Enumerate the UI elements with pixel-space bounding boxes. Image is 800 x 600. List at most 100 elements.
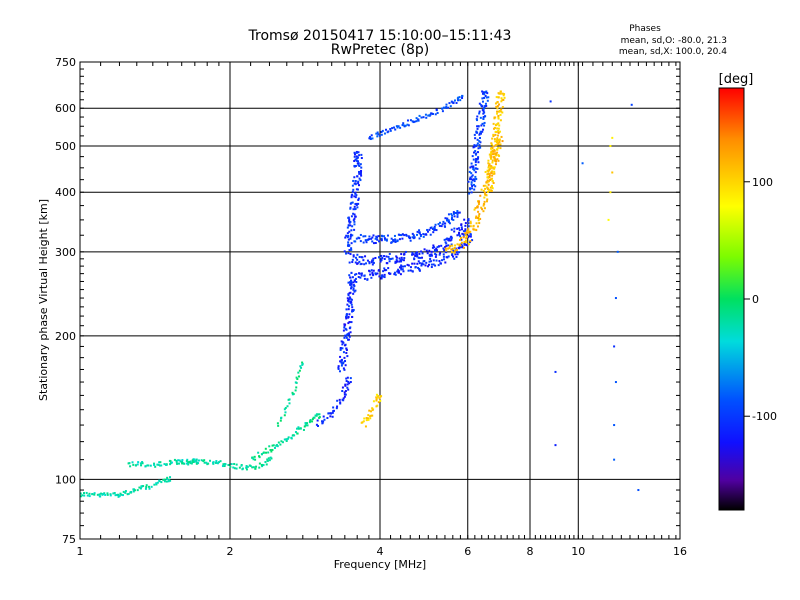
data-point — [284, 406, 287, 409]
data-point — [288, 398, 291, 401]
data-point — [387, 255, 390, 258]
data-point — [350, 201, 353, 204]
data-point — [420, 264, 423, 267]
data-point — [399, 259, 402, 262]
data-point — [489, 155, 492, 158]
data-point — [469, 188, 472, 191]
data-point — [398, 238, 401, 241]
data-point — [478, 222, 481, 225]
data-point — [471, 155, 474, 158]
data-point — [482, 109, 485, 112]
data-point — [492, 156, 495, 159]
data-point — [482, 204, 485, 207]
data-point — [351, 276, 354, 279]
data-point — [447, 247, 450, 250]
data-point — [257, 451, 260, 454]
data-point — [316, 424, 319, 427]
data-point — [368, 238, 371, 241]
data-point — [490, 189, 493, 192]
data-point — [394, 238, 397, 241]
data-point — [613, 345, 616, 348]
data-point — [454, 247, 457, 250]
data-point — [351, 190, 354, 193]
data-point — [480, 188, 483, 191]
data-point — [452, 101, 455, 104]
data-point — [453, 247, 456, 250]
data-point — [453, 99, 456, 102]
data-point — [454, 253, 457, 256]
data-point — [477, 215, 480, 218]
data-point — [340, 364, 343, 367]
data-point — [486, 92, 489, 95]
data-point — [422, 116, 425, 119]
data-point — [212, 462, 215, 465]
data-point — [352, 254, 355, 257]
data-point — [360, 157, 363, 160]
data-point — [153, 483, 156, 486]
data-point — [388, 252, 391, 255]
data-point — [483, 105, 486, 108]
data-point — [347, 380, 350, 383]
data-point — [391, 257, 394, 260]
data-point — [297, 375, 300, 378]
data-point — [203, 461, 206, 464]
data-point — [119, 492, 122, 495]
data-point — [488, 175, 491, 178]
data-point — [345, 234, 348, 237]
data-point — [487, 183, 490, 186]
data-point — [91, 493, 94, 496]
data-point — [212, 461, 215, 464]
data-point — [430, 250, 433, 253]
data-point — [306, 422, 309, 425]
data-point — [409, 239, 412, 242]
data-point — [444, 217, 447, 220]
data-point — [343, 336, 346, 339]
data-point — [162, 478, 165, 481]
data-point — [500, 108, 503, 111]
data-point — [359, 163, 362, 166]
data-point — [469, 176, 472, 179]
data-point — [468, 170, 471, 173]
data-point — [166, 477, 169, 480]
data-point — [221, 465, 224, 468]
data-point — [200, 459, 203, 462]
data-point — [412, 234, 415, 237]
data-point — [438, 253, 441, 256]
data-point — [301, 363, 304, 366]
data-point — [418, 229, 421, 232]
data-point — [386, 234, 389, 237]
data-point — [436, 112, 439, 115]
data-point — [402, 265, 405, 268]
data-point — [380, 133, 383, 136]
data-point — [254, 467, 257, 470]
data-point — [351, 306, 354, 309]
data-point — [419, 256, 422, 259]
data-point — [354, 277, 357, 280]
data-point — [456, 210, 459, 213]
data-point — [117, 495, 120, 498]
data-point — [487, 159, 490, 162]
data-point — [79, 492, 82, 495]
data-point — [306, 424, 309, 427]
data-point — [343, 326, 346, 329]
data-point — [341, 398, 344, 401]
data-point — [350, 196, 353, 199]
data-point — [340, 358, 343, 361]
data-point — [181, 460, 184, 463]
data-point — [352, 188, 355, 191]
data-point — [492, 181, 495, 184]
data-point — [380, 237, 383, 240]
data-point — [357, 276, 360, 279]
data-point — [467, 218, 470, 221]
data-point — [409, 266, 412, 269]
data-point — [450, 100, 453, 103]
data-point — [446, 237, 449, 240]
data-point — [492, 135, 495, 138]
data-point — [344, 364, 347, 367]
data-point — [470, 191, 473, 194]
data-point — [356, 188, 359, 191]
data-point — [331, 411, 334, 414]
data-point — [389, 128, 392, 131]
data-point — [494, 158, 497, 161]
data-point — [437, 264, 440, 267]
